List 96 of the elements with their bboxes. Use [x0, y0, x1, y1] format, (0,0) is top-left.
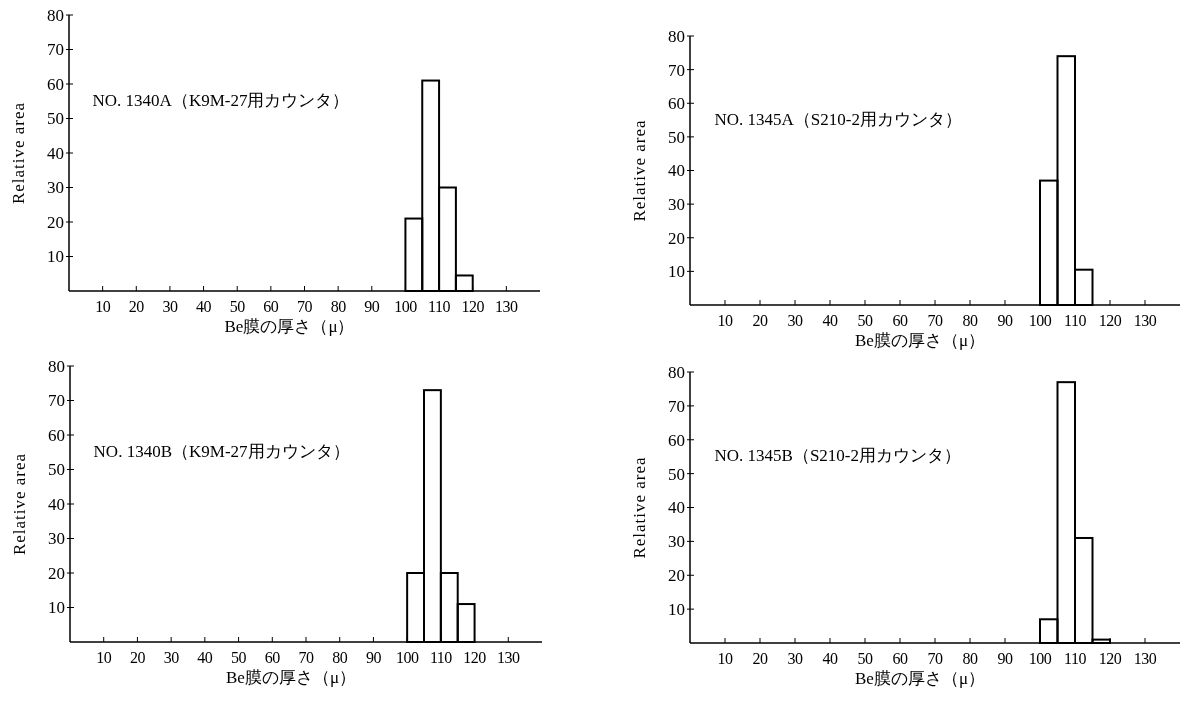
y-axis-title: Relative area [630, 456, 649, 559]
x-tick-label: 70 [927, 650, 943, 667]
x-tick-label: 90 [997, 312, 1013, 329]
x-tick-label: 20 [129, 649, 146, 666]
x-tick-label: 30 [162, 298, 178, 315]
y-tick-label: 70 [668, 60, 685, 80]
x-tick-label: 50 [857, 312, 873, 329]
y-axis-title: Relative area [630, 119, 649, 222]
x-tick-label: 130 [495, 298, 519, 315]
x-tick-label: 20 [128, 298, 145, 315]
x-tick-label: 90 [997, 650, 1013, 667]
x-tick-label: 70 [297, 298, 313, 315]
y-tick-label: 60 [47, 74, 64, 94]
y-tick-label: 30 [47, 178, 64, 198]
text: NO. 1340A（K9M-27用カウンタ） [92, 91, 350, 111]
x-tick-label: 10 [95, 298, 111, 315]
x-tick-label: 10 [96, 649, 112, 666]
x-tick-label: 50 [229, 298, 246, 315]
x-tick-label: 120 [463, 649, 487, 666]
x-axis-title: Be膜の厚さ（μ） [224, 317, 355, 336]
x-tick-label: 130 [1133, 312, 1157, 329]
x-tick-label: 70 [927, 312, 943, 329]
y-tick-label: 10 [668, 262, 685, 282]
x-tick-label: 10 [717, 650, 733, 667]
x-tick-label: 40 [197, 649, 213, 666]
y-tick-label: 30 [48, 529, 65, 549]
y-tick-label: 70 [48, 391, 65, 411]
x-tick-label: 90 [365, 649, 382, 666]
y-tick-label: 10 [48, 598, 65, 618]
x-tick-label: 130 [497, 649, 521, 666]
x-tick-label: 30 [787, 312, 803, 329]
y-tick-label: 50 [48, 460, 65, 480]
x-tick-label: 80 [330, 298, 347, 315]
y-tick-label: 60 [48, 425, 65, 445]
y-tick-label: 30 [668, 195, 685, 215]
x-tick-label: 110 [428, 298, 451, 315]
x-tick-label: 80 [962, 650, 978, 667]
y-tick-label: 40 [48, 494, 65, 514]
y-tick-label: 20 [668, 566, 685, 586]
x-tick-label: 10 [717, 312, 733, 329]
y-tick-label: 40 [47, 143, 64, 163]
y-axis-title: Relative area [10, 452, 29, 556]
x-tick-label: 20 [752, 650, 768, 667]
y-tick-label: 50 [668, 127, 685, 147]
y-tick-label: 20 [47, 212, 64, 232]
x-tick-label: 110 [1064, 650, 1087, 667]
x-tick-label: 110 [429, 649, 453, 666]
x-tick-label: 100 [1028, 312, 1052, 329]
x-tick-label: 120 [1098, 650, 1122, 667]
x-tick-label: 130 [1133, 650, 1157, 667]
text: NO. 1345B（S210-2用カウンタ） [714, 446, 962, 466]
y-tick-label: 10 [47, 247, 64, 267]
y-tick-label: 50 [668, 464, 685, 484]
x-tick-label: 30 [163, 649, 180, 666]
x-tick-label: 100 [1028, 650, 1052, 667]
y-tick-label: 30 [668, 532, 685, 552]
x-tick-label: 40 [196, 298, 212, 315]
y-tick-label: 60 [668, 430, 685, 450]
x-tick-label: 80 [962, 312, 978, 329]
x-tick-label: 70 [298, 649, 314, 666]
x-tick-label: 60 [263, 298, 279, 315]
y-tick-label: 70 [668, 396, 685, 416]
x-tick-label: 50 [857, 650, 873, 667]
x-tick-label: 110 [1064, 312, 1087, 329]
y-tick-label: 50 [47, 109, 64, 129]
y-tick-label: 70 [47, 40, 64, 60]
x-tick-label: 60 [892, 312, 908, 329]
x-axis-title: Be膜の厚さ（μ） [855, 331, 985, 350]
y-tick-label: 40 [668, 498, 685, 518]
x-tick-label: 120 [461, 298, 485, 315]
y-tick-label: 40 [668, 161, 685, 181]
x-tick-label: 50 [231, 649, 247, 666]
y-tick-label: 60 [668, 94, 685, 114]
x-tick-label: 60 [892, 650, 908, 667]
y-tick-label: 10 [668, 600, 685, 620]
x-tick-label: 40 [822, 312, 838, 329]
y-tick-label: 80 [668, 26, 685, 46]
x-tick-label: 120 [1098, 312, 1122, 329]
x-tick-label: 80 [332, 649, 348, 666]
y-tick-label: 80 [47, 5, 64, 25]
text: NO. 1340B（K9M-27用カウンタ） [93, 442, 350, 462]
y-tick-label: 20 [48, 563, 65, 583]
x-tick-label: 100 [395, 649, 419, 666]
x-tick-label: 90 [364, 298, 380, 315]
y-tick-label: 80 [668, 362, 685, 382]
y-axis-title: Relative area [9, 101, 28, 205]
x-tick-label: 30 [787, 650, 803, 667]
y-tick-label: 20 [668, 228, 685, 248]
y-tick-label: 80 [48, 356, 65, 376]
x-tick-label: 40 [822, 650, 838, 667]
x-tick-label: 20 [752, 312, 768, 329]
x-axis-title: Be膜の厚さ（μ） [226, 668, 356, 687]
text: NO. 1345A（S210-2用カウンタ） [714, 109, 962, 129]
x-tick-label: 60 [264, 649, 281, 666]
x-tick-label: 100 [394, 298, 418, 315]
x-axis-title: Be膜の厚さ（μ） [855, 669, 985, 688]
